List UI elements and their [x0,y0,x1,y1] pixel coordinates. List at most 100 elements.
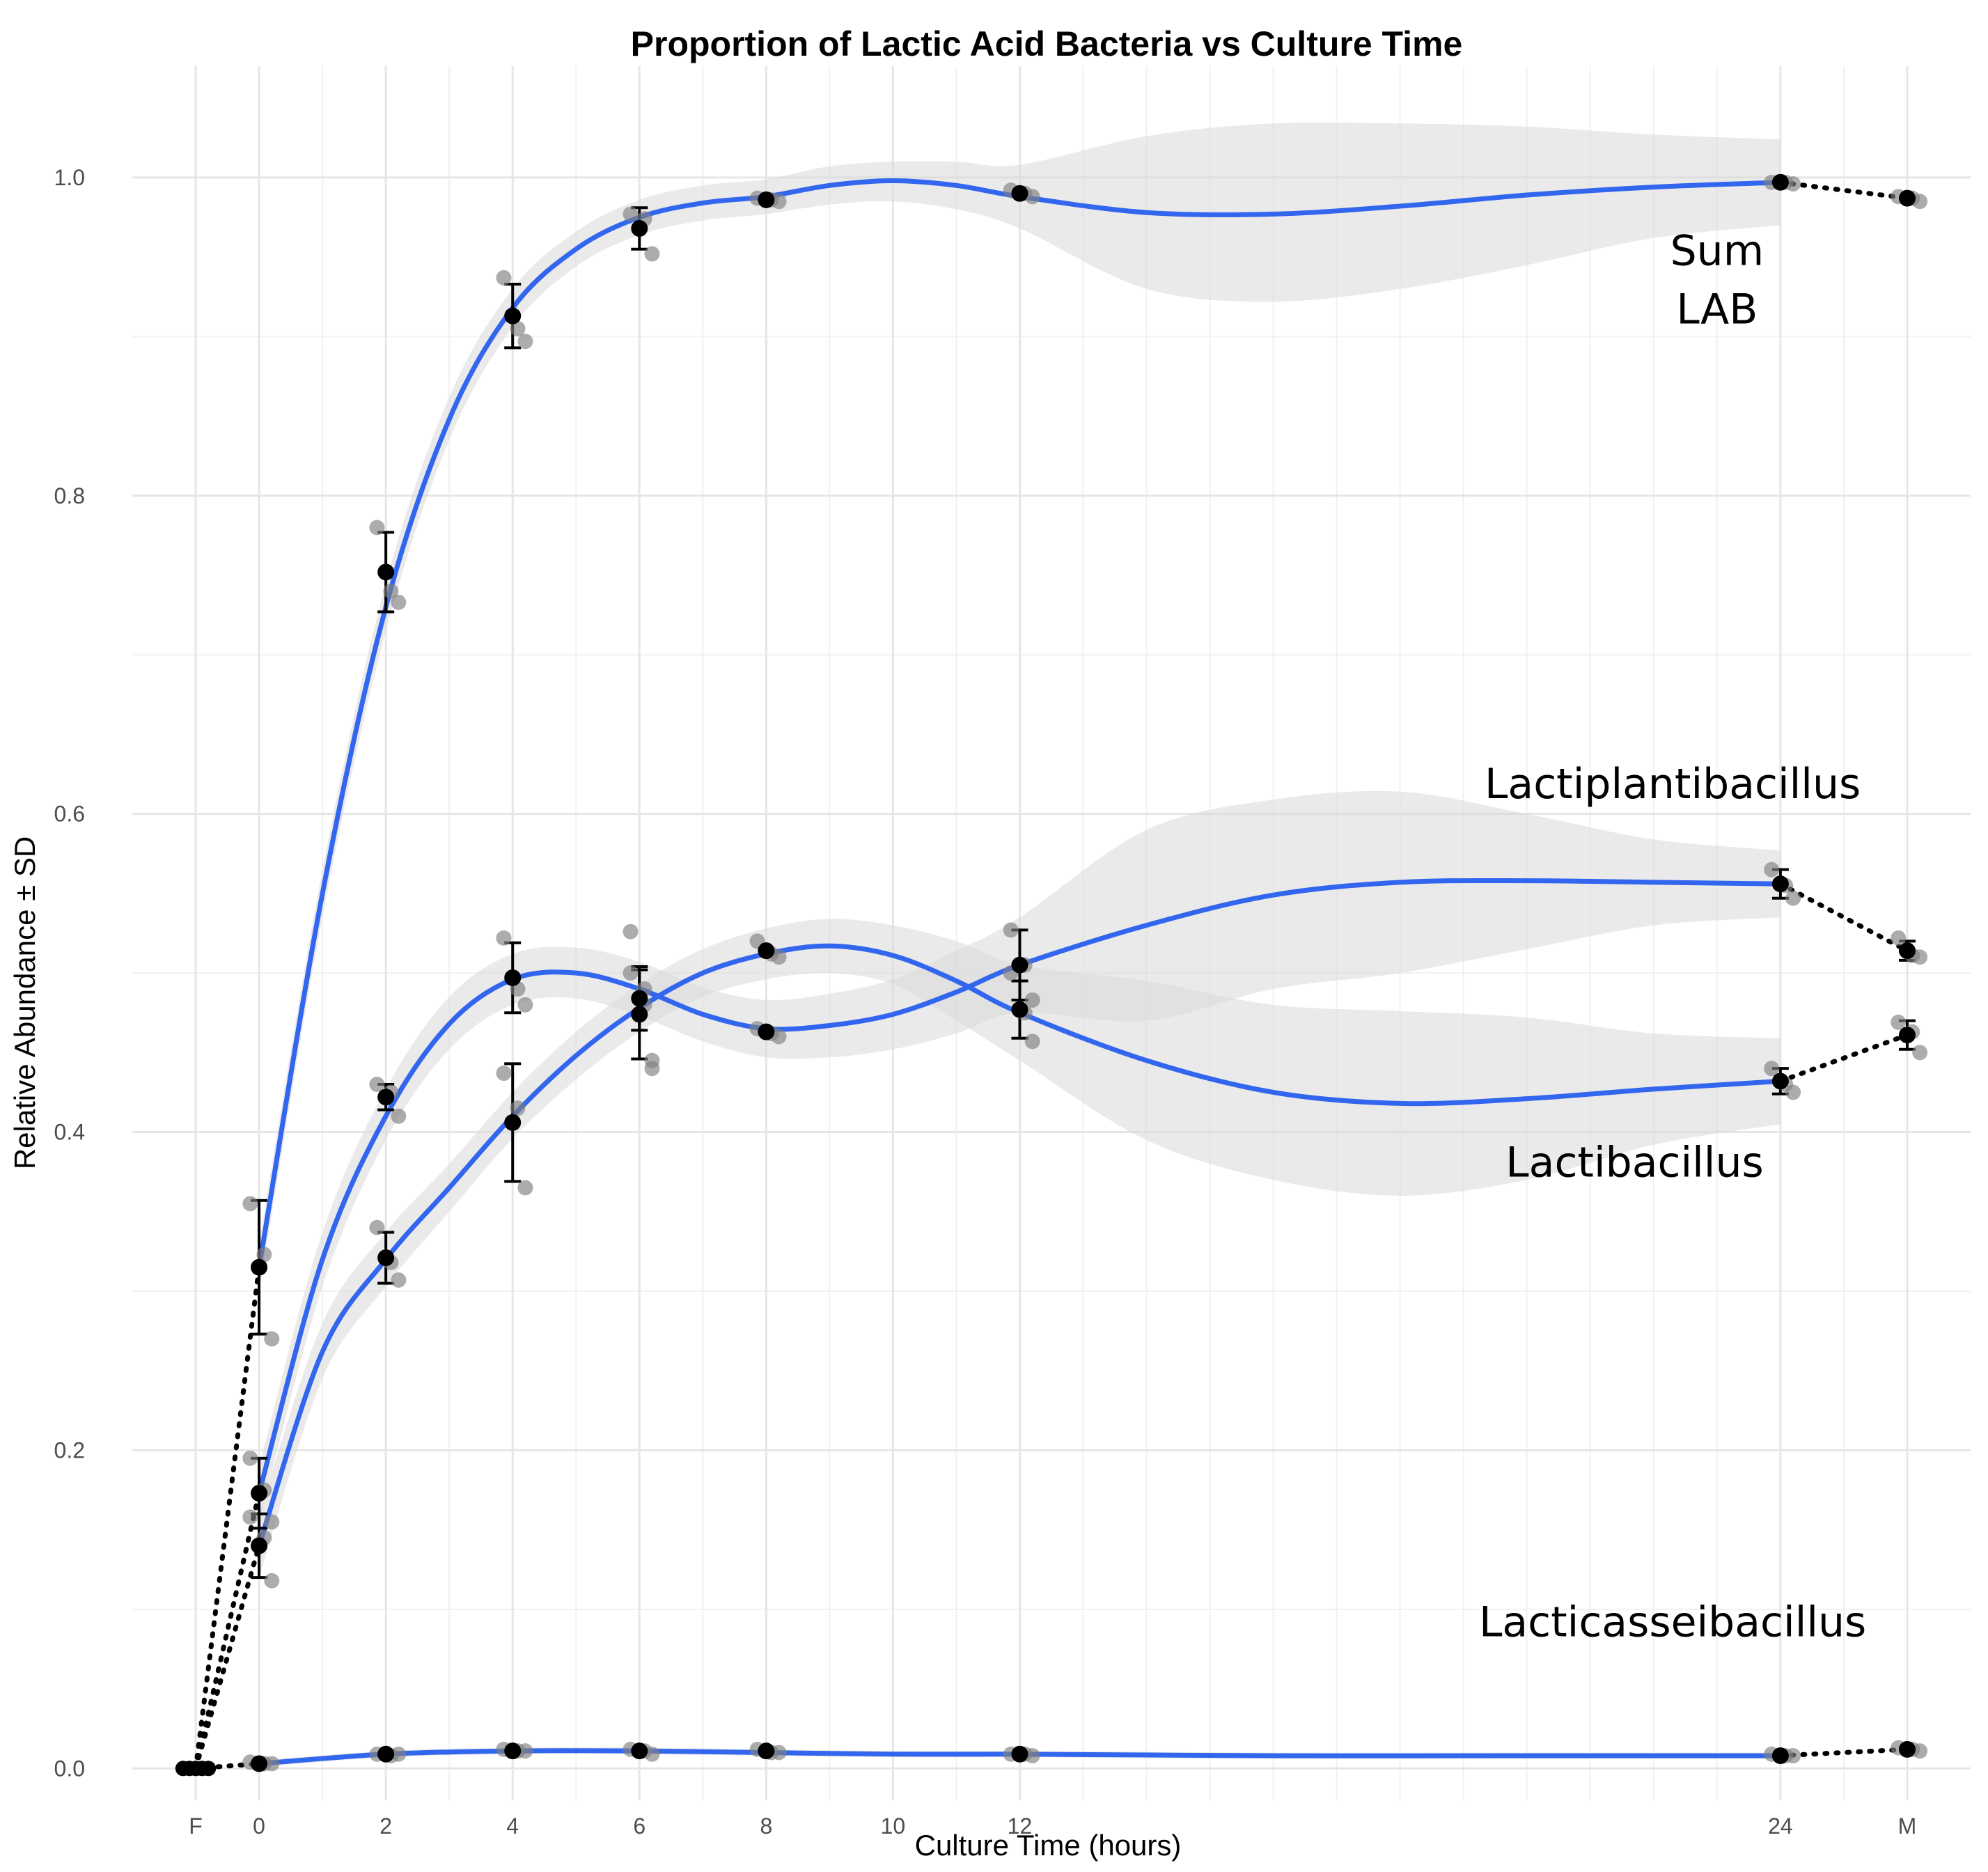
mean-point-sum-lab [1898,189,1916,207]
replicate-point-sum-lab [264,1331,280,1347]
replicate-point-lactibacillus [1912,1045,1928,1061]
replicate-point-lacticasseibacillus [517,1743,533,1759]
connector-sum-lab [1778,180,1910,201]
replicate-point-lactiplantibacillus [242,1509,258,1525]
connector-lactiplantibacillus [193,1543,262,1771]
replicate-point-lactibacillus [391,1108,407,1124]
connector-lactibacillus [1778,1032,1910,1084]
mean-point-sum-lab [1771,173,1789,191]
replicate-point-sum-lab [391,594,407,610]
mean-point-lacticasseibacillus [758,1742,775,1760]
replicate-point-lactiplantibacillus [771,949,787,965]
x-tick-label: 24 [1768,1814,1793,1839]
connector-lactiplantibacillus [1778,881,1910,953]
series-label-lactibacillus: Lactibacillus [1505,1139,1764,1187]
replicate-point-lactibacillus [644,1052,660,1068]
replicate-point-sum-lab [256,1247,272,1263]
replicate-point-lactibacillus [1024,1034,1040,1050]
series-label-sum-lab: Sum [1670,227,1764,276]
mean-point-lactibacillus [1898,1027,1916,1044]
smooth-line-lactibacillus [256,878,1783,1496]
replicate-point-sum-lab [771,194,787,210]
replicate-point-lactiplantibacillus [264,1573,280,1589]
replicate-point-sum-lab [496,270,512,286]
mean-point-sum-lab [1011,185,1028,202]
replicate-point-sum-lab [517,334,533,350]
x-tick-label: 2 [379,1814,392,1839]
mean-point-lactibacillus [631,990,648,1007]
replicate-point-sum-lab [1785,176,1801,192]
smooth-line-sum-lab [256,178,1783,1270]
connector-lacticasseibacillus [1778,1747,1910,1758]
replicate-point-lacticasseibacillus [264,1756,280,1772]
chart-title: Proportion of Lactic Acid Bacteria vs Cu… [631,24,1463,63]
mean-point-sum-lab [631,220,648,237]
replicate-point-sum-lab [242,1196,258,1212]
replicate-point-sum-lab [623,206,639,222]
replicate-point-sum-lab [369,520,385,536]
smooth-line-lacticasseibacillus [256,1748,1783,1766]
replicate-point-lactiplantibacillus [517,1180,533,1196]
replicate-point-lactiplantibacillus [1785,890,1801,906]
mean-point-lactiplantibacillus [758,942,775,960]
mean-point-lactibacillus [504,969,522,986]
replicate-point-lactiplantibacillus [496,1066,512,1082]
mean-point-lacticasseibacillus [251,1755,268,1772]
replicate-point-lactibacillus [1764,1061,1780,1077]
mean-point-lactiplantibacillus [377,1249,395,1267]
y-tick-label: 0.8 [54,483,85,508]
replicate-point-lacticasseibacillus [644,1746,660,1762]
mean-point-lactiplantibacillus [1771,875,1789,893]
replicate-point-lactibacillus [517,997,533,1013]
mean-point-sum-lab [758,191,775,208]
mean-point-lacticasseibacillus [1898,1740,1916,1758]
x-axis-ticks: F 0 2 4 6 8 10 12 24 M [189,1814,1916,1839]
replicate-point-lactiplantibacillus [1764,861,1780,878]
mean-point-lactibacillus [1011,1001,1028,1018]
mean-point-sum-lab [377,563,395,581]
mean-point-lactibacillus [1771,1072,1789,1090]
mean-point-lactiplantibacillus [251,1537,268,1554]
mean-point-lactiplantibacillus [1898,942,1916,960]
x-tick-label: 0 [253,1814,265,1839]
x-tick-label: F [189,1814,203,1839]
x-tick-label: 6 [633,1814,645,1839]
replicate-point-lacticasseibacillus [1024,1748,1040,1764]
replicate-point-lactiplantibacillus [1024,992,1040,1008]
mean-point-lacticasseibacillus [504,1742,522,1760]
x-tick-label: 4 [506,1814,519,1839]
ribbon-lactiplantibacillus [259,919,1780,1578]
mean-point-lactibacillus [377,1089,395,1106]
replicate-point-sum-lab [644,246,660,262]
mean-point-sum-lab [251,1258,268,1276]
connector-lactibacillus [193,1490,262,1771]
ribbon-sum-lab [259,122,1780,1292]
replicate-point-lactiplantibacillus [1003,922,1019,938]
replicate-point-lacticasseibacillus [1912,1743,1928,1759]
series-label-sum-lab: LAB [1676,286,1758,334]
x-tick-label: M [1898,1814,1917,1839]
mean-points [175,173,1916,1777]
replicate-point-lactibacillus [1785,1084,1801,1100]
x-tick-label: 8 [760,1814,772,1839]
mean-point-lactibacillus [758,1023,775,1040]
mean-point-lactibacillus [251,1485,268,1502]
y-axis-label: Relative Abundance ± SD [8,836,41,1169]
series-labels: Sum LAB Lactiplantibacillus Lactibacillus La… [1479,227,1866,1647]
replicate-point-lactiplantibacillus [391,1272,407,1288]
y-axis-ticks: 0.0 0.2 0.4 0.6 0.8 1.0 [54,165,85,1781]
replicate-point-sum-lab [383,583,399,599]
y-tick-label: 0.4 [54,1120,85,1145]
replicate-point-lactibacillus [771,1029,787,1045]
replicate-point-lactibacillus [496,930,512,946]
baseline-point-f [201,1761,217,1777]
mean-point-lacticasseibacillus [1771,1747,1789,1765]
replicate-point-lactiplantibacillus [1891,930,1907,946]
replicate-point-sum-lab [510,320,526,336]
replicate-point-lactibacillus [264,1514,280,1530]
y-tick-label: 0.6 [54,802,85,827]
mean-point-lactiplantibacillus [1011,956,1028,974]
replicate-point-lactiplantibacillus [623,965,639,981]
y-tick-label: 0.2 [54,1437,85,1462]
